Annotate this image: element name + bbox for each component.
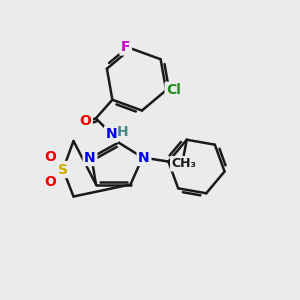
- Text: S: S: [58, 163, 68, 176]
- Text: N: N: [138, 151, 150, 164]
- Text: F: F: [121, 40, 130, 54]
- Text: Cl: Cl: [166, 83, 181, 97]
- Text: O: O: [44, 175, 56, 189]
- Text: H: H: [117, 124, 129, 139]
- Text: N: N: [84, 151, 96, 164]
- Text: O: O: [80, 114, 91, 128]
- Text: CH₃: CH₃: [171, 157, 196, 170]
- Text: N: N: [106, 127, 117, 141]
- Text: O: O: [44, 150, 56, 164]
